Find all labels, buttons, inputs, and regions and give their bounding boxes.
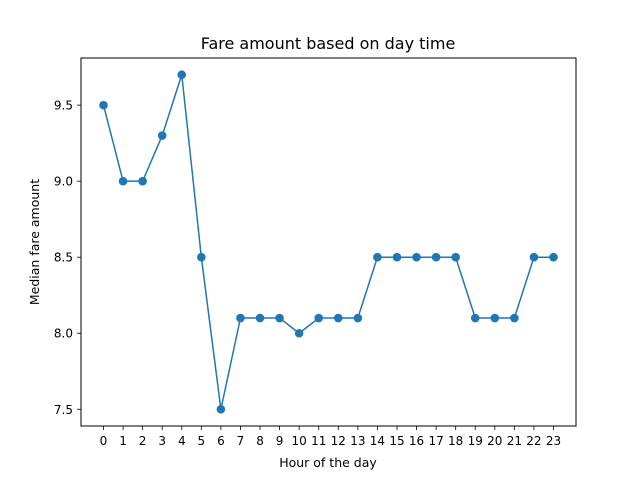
- x-tick-label: 20: [487, 434, 502, 448]
- x-tick-label: 0: [100, 434, 108, 448]
- y-tick-label: 7.5: [54, 403, 73, 417]
- y-axis-label: Median fare amount: [27, 179, 42, 305]
- data-point: [99, 100, 108, 110]
- x-tick-label: 17: [428, 434, 443, 448]
- data-point: [216, 404, 226, 414]
- x-tick-label: 21: [507, 434, 522, 448]
- data-point: [236, 313, 245, 323]
- x-axis: 0 1 2 3 4 5 6 7 8 9 10 11 12 13 14 15 16 17 18 19 20 21 22 23: [100, 426, 561, 448]
- data-point: [373, 252, 382, 262]
- data-point: [451, 252, 460, 262]
- data-point: [177, 70, 187, 80]
- data-point: [294, 328, 304, 338]
- x-tick-label: 12: [331, 434, 346, 448]
- data-point: [333, 313, 343, 323]
- x-tick-label: 8: [256, 434, 264, 448]
- x-tick-label: 1: [119, 434, 127, 448]
- data-point: [138, 176, 147, 186]
- data-point: [353, 313, 363, 323]
- data-point: [431, 252, 441, 262]
- axes-frame: [80, 57, 577, 427]
- x-tick-label: 16: [409, 434, 424, 448]
- y-tick-label: 8.5: [54, 251, 73, 265]
- data-point: [157, 131, 167, 140]
- y-tick-label: 9.5: [54, 99, 73, 113]
- x-tick-label: 22: [526, 434, 541, 448]
- x-tick-label: 18: [448, 434, 463, 448]
- x-tick-label: 4: [178, 434, 186, 448]
- y-axis: 7.5 8.0 8.5 9.0 9.5: [54, 99, 81, 417]
- x-tick-label: 11: [311, 434, 326, 448]
- x-tick-label: 13: [350, 434, 365, 448]
- x-tick-label: 5: [198, 434, 206, 448]
- x-tick-label: 3: [158, 434, 166, 448]
- data-point: [470, 313, 480, 323]
- data-point: [529, 252, 539, 262]
- data-point: [314, 313, 324, 323]
- x-tick-label: 6: [217, 434, 225, 448]
- data-point: [490, 313, 500, 323]
- data-point: [549, 252, 558, 262]
- data-point: [510, 313, 519, 323]
- data-point: [412, 252, 421, 262]
- x-tick-label: 9: [276, 434, 284, 448]
- data-point: [275, 313, 284, 323]
- plot-area: [99, 70, 558, 414]
- data-point: [255, 313, 265, 323]
- x-axis-label: Hour of the day: [279, 455, 377, 470]
- y-tick-label: 8.0: [54, 327, 73, 341]
- x-tick-label: 2: [139, 434, 147, 448]
- x-tick-label: 23: [546, 434, 561, 448]
- y-tick-label: 9.0: [54, 175, 73, 189]
- data-point: [197, 252, 206, 262]
- data-point: [392, 252, 402, 262]
- x-tick-label: 10: [292, 434, 307, 448]
- x-tick-label: 7: [237, 434, 245, 448]
- x-tick-label: 15: [389, 434, 404, 448]
- data-point: [118, 176, 128, 186]
- chart-title: Fare amount based on day time: [201, 34, 456, 53]
- x-tick-label: 14: [370, 434, 385, 448]
- x-tick-label: 19: [468, 434, 483, 448]
